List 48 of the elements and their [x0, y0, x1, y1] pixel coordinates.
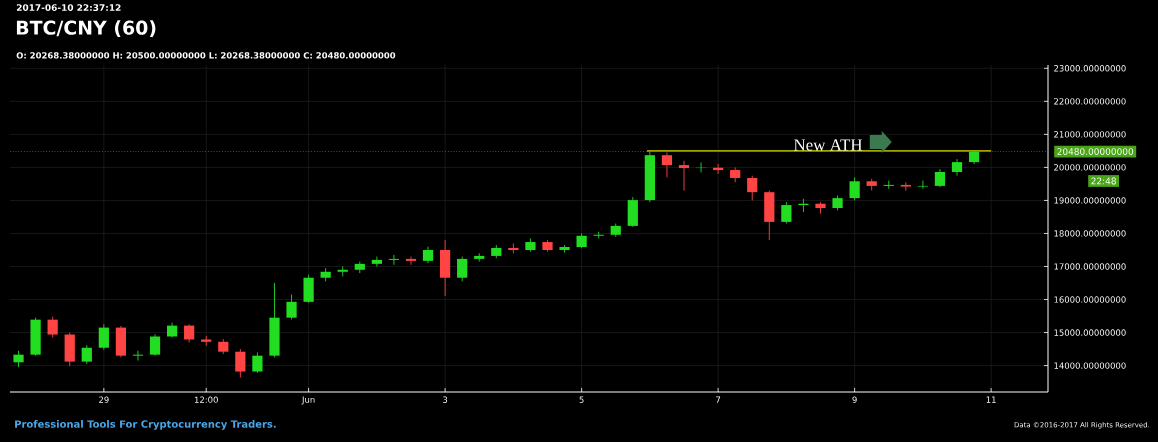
- candlestick: [917, 180, 928, 190]
- candlestick: [388, 254, 400, 266]
- candlestick: [132, 350, 144, 362]
- candlestick: [678, 160, 690, 191]
- text: Professional Tools For Cryptocurrency Traders.: [15, 420, 276, 430]
- x-tick-label: 11: [986, 396, 996, 403]
- candlestick: [184, 323, 195, 343]
- text: O: 20268.38000000 H: 20500.00000000 L: 20268.38000000 C: 20480.00000000: [16, 52, 396, 59]
- candlestick: [457, 256, 468, 282]
- y-tick-label: 16000.00000000: [1054, 296, 1126, 303]
- candlestick: [883, 180, 894, 190]
- y-tick-label: 17000.00000000: [1054, 263, 1126, 270]
- x-tick-label: 3: [443, 396, 448, 403]
- candlestick: [235, 348, 246, 378]
- y-tick-label: 22000.00000000: [1054, 98, 1126, 105]
- candlestick: [781, 201, 792, 224]
- candlestick: [661, 152, 673, 178]
- y-tick-label: 18000.00000000: [1054, 230, 1126, 237]
- y-tick-label: 14000.00000000: [1054, 362, 1126, 369]
- x-tick-label: 9: [852, 396, 857, 403]
- candlestick: [81, 344, 92, 365]
- candlestick: [900, 181, 911, 191]
- chart-subtitle: 2017-06-10 22:37:12: [16, 4, 121, 11]
- annotation: New ATH: [793, 139, 863, 151]
- candlestick: [849, 176, 860, 201]
- x-tick-label: 12:00: [194, 396, 218, 403]
- candlestick: [47, 316, 58, 338]
- y-tick-label: 19000.00000000: [1054, 197, 1126, 204]
- candlestick: [371, 256, 382, 267]
- candlestick: [405, 256, 417, 266]
- candlestick: [286, 294, 297, 320]
- candlestick: [747, 175, 758, 201]
- text: 22:48: [1091, 177, 1116, 185]
- x-tick-label: 5: [579, 396, 584, 403]
- x-tick-label: 29: [99, 396, 109, 403]
- candlestick: [98, 323, 109, 351]
- y-tick-label: 21000.00000000: [1054, 131, 1126, 138]
- candlestick: [951, 158, 963, 177]
- ref-line-label: 20480.00000000: [1057, 148, 1134, 155]
- y-tick-label: 15000.00000000: [1054, 329, 1126, 336]
- x-tick-label: 7: [716, 396, 721, 403]
- candlestick: [934, 168, 946, 188]
- y-tick-label: 20000.00000000: [1054, 164, 1126, 171]
- candlestick: [149, 333, 161, 357]
- y-tick-label: 23000.00000000: [1054, 65, 1126, 72]
- chart-title: BTC/CNY (60): [16, 20, 156, 38]
- candlestick: [252, 351, 263, 374]
- x-tick-label: Jun: [301, 396, 315, 405]
